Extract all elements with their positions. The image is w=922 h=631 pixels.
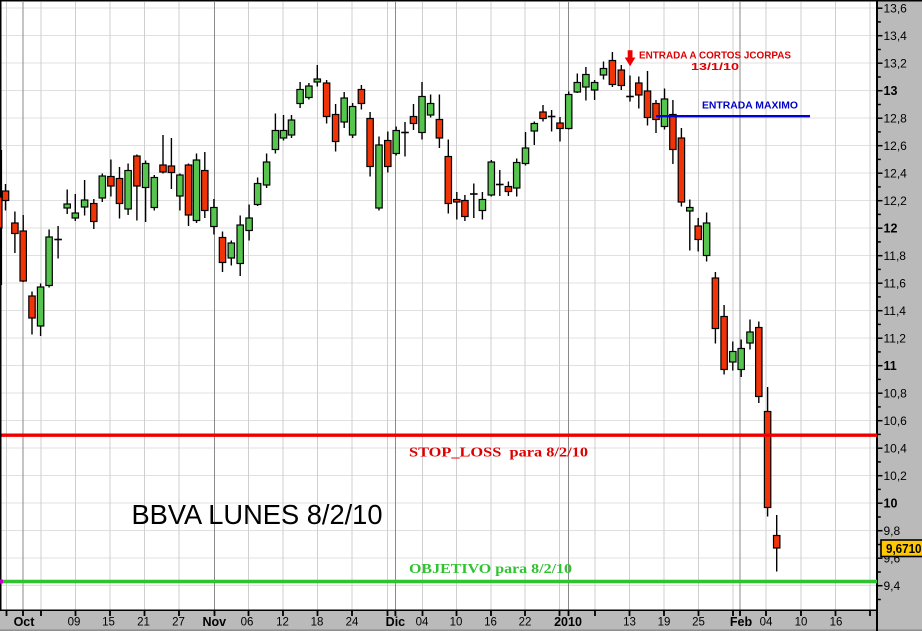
svg-text:BBVA LUNES 8/2/10: BBVA LUNES 8/2/10: [132, 499, 383, 530]
svg-text:04: 04: [416, 617, 429, 629]
svg-text:10,6: 10,6: [884, 414, 908, 428]
svg-text:10: 10: [884, 497, 898, 511]
svg-text:STOP_LOSS para 8/2/10: STOP_LOSS para 8/2/10: [409, 445, 588, 460]
svg-text:13,4: 13,4: [884, 29, 908, 43]
svg-text:11,6: 11,6: [884, 277, 907, 291]
svg-text:ENTRADA MAXIMO: ENTRADA MAXIMO: [702, 99, 798, 111]
svg-text:13,2: 13,2: [884, 57, 908, 71]
svg-text:13: 13: [884, 84, 898, 98]
svg-text:22: 22: [519, 617, 532, 629]
svg-text:Dic: Dic: [386, 615, 406, 629]
svg-text:09: 09: [68, 617, 81, 629]
svg-text:25: 25: [692, 617, 705, 629]
svg-text:11: 11: [884, 359, 897, 373]
svg-text:10: 10: [450, 617, 463, 629]
svg-text:10,8: 10,8: [884, 387, 908, 401]
svg-text:10,2: 10,2: [884, 469, 908, 483]
svg-text:ENTRADA A CORTOS JCORPAS: ENTRADA A CORTOS JCORPAS: [639, 50, 791, 62]
svg-text:10: 10: [795, 617, 808, 629]
svg-text:9,8: 9,8: [884, 524, 901, 538]
svg-text:11,4: 11,4: [884, 304, 907, 318]
svg-text:11,8: 11,8: [884, 249, 907, 263]
svg-text:12,6: 12,6: [884, 139, 908, 153]
svg-text:12,4: 12,4: [884, 167, 908, 181]
svg-text:06: 06: [241, 617, 254, 629]
svg-text:13: 13: [623, 617, 636, 629]
svg-text:21: 21: [137, 617, 150, 629]
svg-text:12,2: 12,2: [884, 194, 908, 208]
svg-text:13,6: 13,6: [884, 2, 908, 16]
svg-text:12,8: 12,8: [884, 112, 908, 126]
svg-text:13/1/10: 13/1/10: [691, 61, 739, 73]
svg-text:9,4: 9,4: [884, 579, 901, 593]
svg-text:04: 04: [760, 617, 773, 629]
svg-text:Feb: Feb: [730, 615, 753, 629]
svg-text:Nov: Nov: [202, 615, 226, 629]
svg-text:15: 15: [102, 617, 115, 629]
svg-text:16: 16: [484, 617, 497, 629]
svg-text:OBJETIVO para 8/2/10: OBJETIVO para 8/2/10: [409, 562, 572, 577]
svg-text:12: 12: [276, 617, 289, 629]
svg-text:27: 27: [172, 617, 185, 629]
svg-text:2010: 2010: [554, 615, 582, 629]
svg-text:12: 12: [884, 222, 898, 236]
svg-text:16: 16: [830, 617, 843, 629]
svg-text:18: 18: [311, 617, 324, 629]
svg-text:11,2: 11,2: [884, 332, 907, 346]
svg-text:Oct: Oct: [14, 615, 36, 629]
svg-text:19: 19: [658, 617, 671, 629]
svg-text:10,4: 10,4: [884, 442, 908, 456]
svg-text:24: 24: [346, 617, 359, 629]
svg-text:9,6710: 9,6710: [886, 542, 922, 556]
